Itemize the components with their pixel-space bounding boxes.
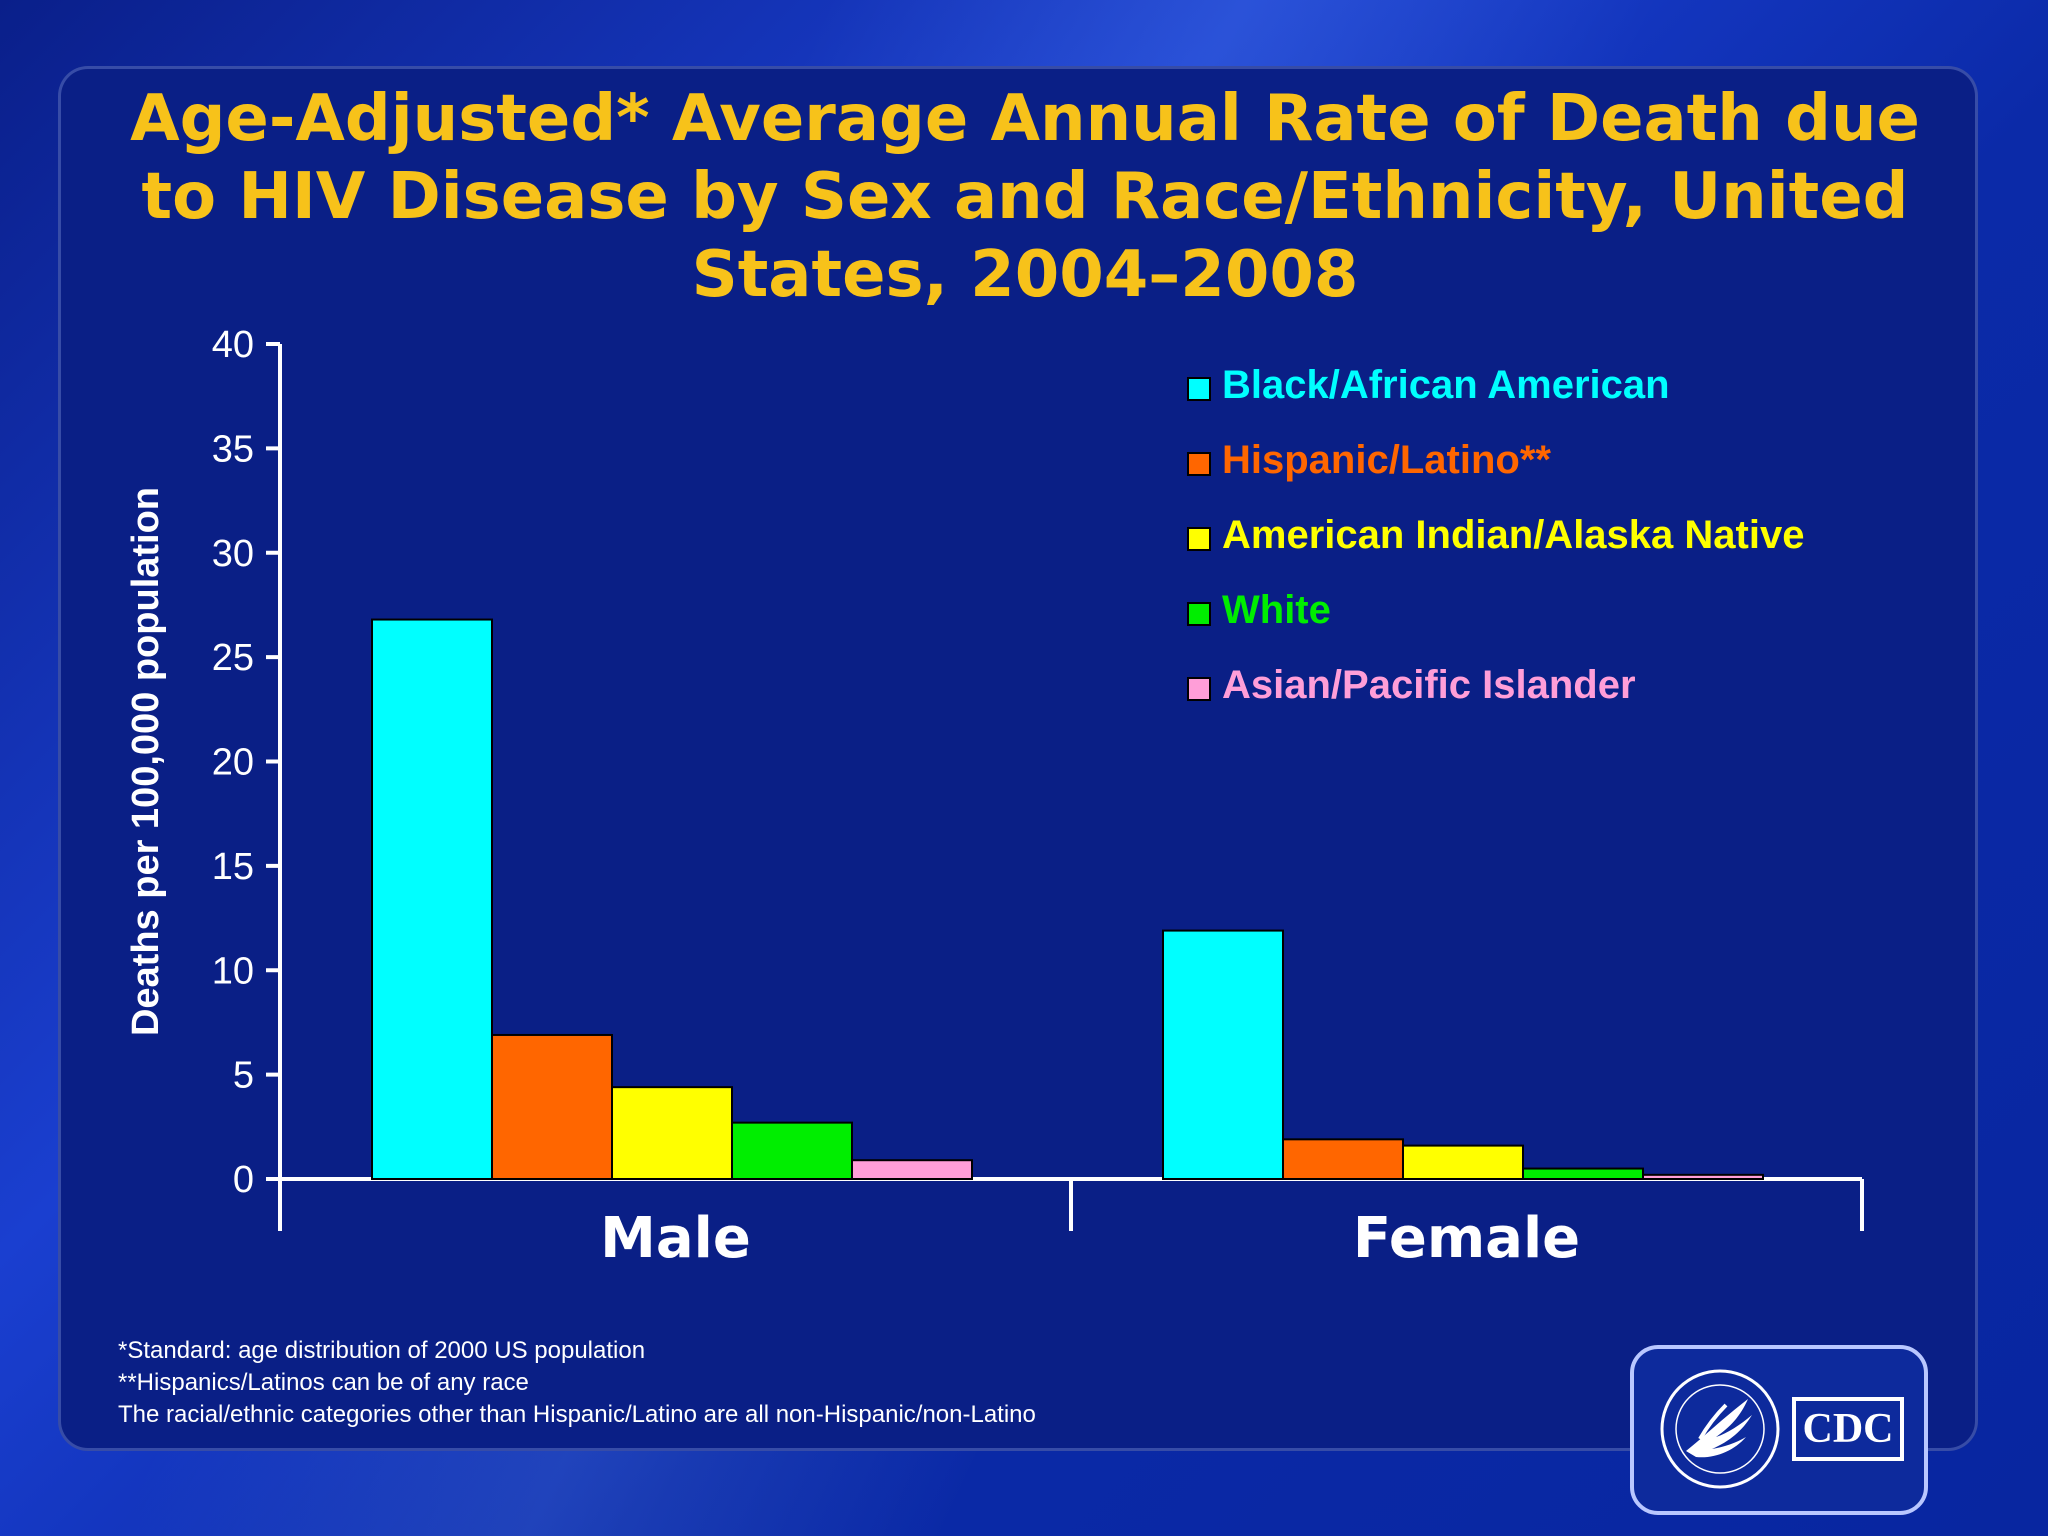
y-tick-label: 5 [233, 1055, 254, 1097]
bar-female-2 [1282, 1138, 1404, 1181]
legend-swatch [1187, 527, 1211, 551]
legend-swatch [1187, 377, 1211, 401]
legend-swatch [1187, 452, 1211, 476]
legend-label: White [1222, 588, 1331, 632]
chart-title: Age-Adjusted* Average Annual Rate of Dea… [130, 82, 1920, 312]
category-label: Male [600, 1206, 751, 1271]
legend-label: American Indian/Alaska Native [1222, 513, 1804, 557]
footnotes: *Standard: age distribution of 2000 US p… [118, 1335, 1036, 1431]
bar-male-1 [371, 618, 493, 1180]
legend-swatch [1187, 677, 1211, 701]
cdc-logo-box: CDC [1630, 1345, 1928, 1515]
bar-male-2 [491, 1033, 613, 1181]
hhs-eagle-seal-icon [1660, 1369, 1780, 1489]
legend-label: Black/African American [1222, 363, 1670, 407]
y-tick-label: 25 [212, 637, 254, 679]
y-tick-label: 10 [212, 950, 254, 992]
y-tick-label: 15 [212, 846, 254, 888]
y-tick-label: 0 [233, 1159, 254, 1201]
y-tick-label: 30 [212, 533, 254, 575]
bar-female-4 [1522, 1167, 1644, 1180]
bar-female-3 [1402, 1144, 1524, 1180]
cdc-wordmark: CDC [1792, 1397, 1904, 1461]
bar-female-5 [1642, 1173, 1764, 1180]
y-axis-title: Deaths per 100,000 population [125, 487, 167, 1036]
footnote-1: *Standard: age distribution of 2000 US p… [118, 1337, 646, 1364]
bar-male-4 [731, 1121, 853, 1180]
bar-male-5 [851, 1159, 973, 1181]
legend-label: Asian/Pacific Islander [1222, 663, 1636, 707]
category-label: Female [1353, 1206, 1580, 1271]
footnote-3: The racial/ethnic categories other than … [118, 1401, 1036, 1428]
y-tick-label: 35 [212, 428, 254, 470]
y-tick-label: 40 [212, 324, 254, 366]
footnote-2: **Hispanics/Latinos can be of any race [118, 1369, 529, 1396]
legend-swatch [1187, 602, 1211, 626]
bar-male-3 [611, 1086, 733, 1181]
legend-label: Hispanic/Latino** [1222, 438, 1551, 482]
y-tick-label: 20 [212, 742, 254, 784]
bar-female-1 [1162, 929, 1284, 1181]
